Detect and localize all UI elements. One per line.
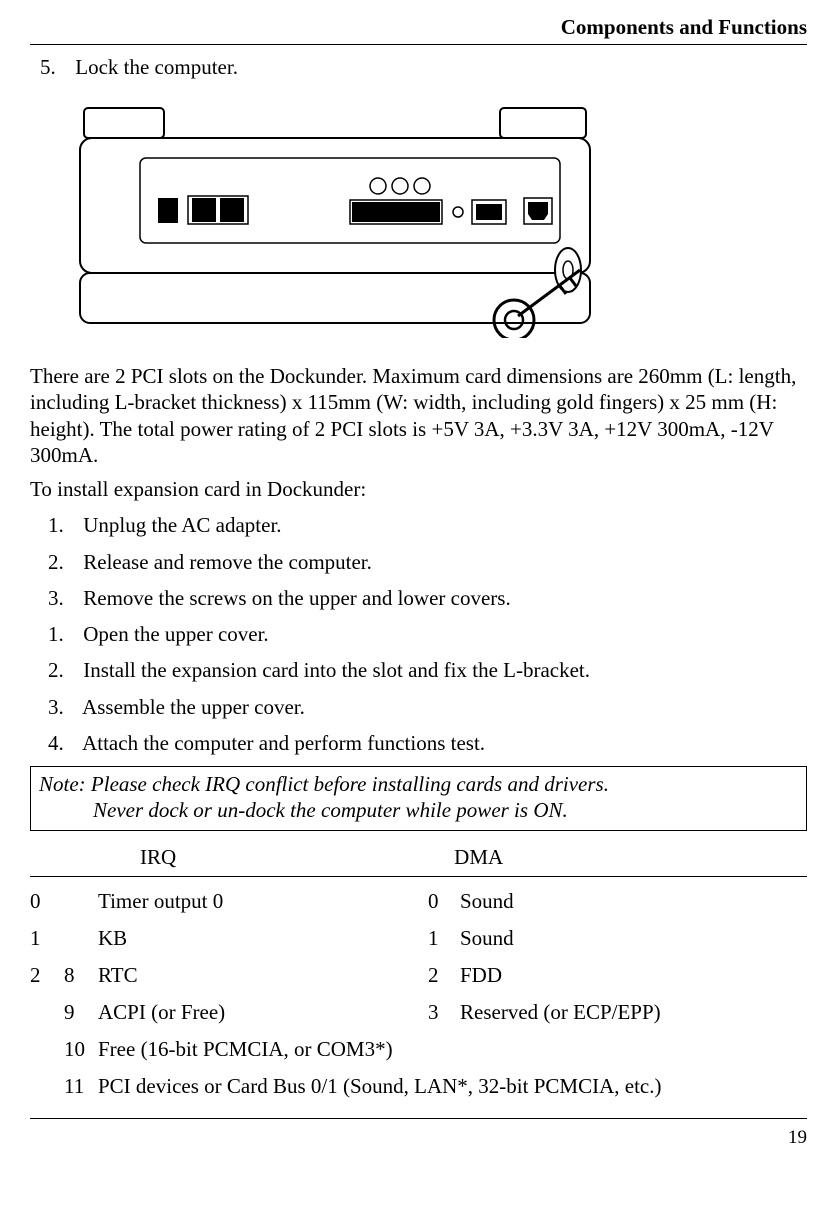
cell: [30, 1000, 64, 1025]
top-step-number: 5.: [40, 55, 70, 80]
irq-dma-header: IRQ DMA: [30, 845, 807, 870]
step-number: 2.: [48, 657, 78, 683]
cell: Sound: [460, 889, 807, 914]
cell: [460, 1037, 807, 1062]
table-row: 0 Timer output 0 0 Sound: [30, 889, 807, 914]
cell: 1: [30, 926, 64, 951]
step-text: Open the upper cover.: [83, 622, 268, 646]
cell: [30, 1074, 64, 1099]
cell: 2: [428, 963, 460, 988]
body-paragraph-1: There are 2 PCI slots on the Dockunder. …: [30, 363, 807, 468]
table-row: 10 Free (16-bit PCMCIA, or COM3*): [30, 1037, 807, 1062]
top-step: 5. Lock the computer.: [30, 55, 807, 80]
cell: Timer output 0: [98, 889, 428, 914]
table-row: 1 KB 1 Sound: [30, 926, 807, 951]
cell: 9: [64, 1000, 98, 1025]
step-number: 1.: [48, 512, 78, 538]
footer-rule: [30, 1118, 807, 1119]
cell: 1: [428, 926, 460, 951]
list-item: 1. Open the upper cover.: [48, 621, 807, 647]
cell: [64, 926, 98, 951]
cell: [30, 1037, 64, 1062]
list-item: 2. Install the expansion card into the s…: [48, 657, 807, 683]
cell: Sound: [460, 926, 807, 951]
cell: 2: [30, 963, 64, 988]
dock-illustration: [70, 98, 630, 338]
cell: FDD: [460, 963, 807, 988]
running-header: Components and Functions: [30, 15, 807, 40]
step-text: Attach the computer and perform function…: [82, 731, 485, 755]
cell: [64, 889, 98, 914]
page-number: 19: [30, 1127, 807, 1149]
irq-header: IRQ: [140, 845, 176, 870]
cell: 8: [64, 963, 98, 988]
step-text: Assemble the upper cover.: [82, 695, 305, 719]
list-item: 3. Remove the screws on the upper and lo…: [48, 585, 807, 611]
step-number: 4.: [48, 730, 78, 756]
step-number: 3.: [48, 585, 78, 611]
step-number: 1.: [48, 621, 78, 647]
document-page: Components and Functions 5. Lock the com…: [0, 0, 837, 1219]
irq-dma-body: 0 Timer output 0 0 Sound 1 KB 1 Sound 2 …: [30, 889, 807, 1100]
step-text: Release and remove the computer.: [83, 550, 372, 574]
top-step-text: Lock the computer.: [75, 55, 238, 79]
cell: RTC: [98, 963, 428, 988]
list-item: 2. Release and remove the computer.: [48, 549, 807, 575]
cell: Reserved (or ECP/EPP): [460, 1000, 807, 1025]
cell: 0: [30, 889, 64, 914]
dma-header: DMA: [454, 845, 503, 870]
step-text: Install the expansion card into the slot…: [83, 658, 590, 682]
note-line-1: Note: Please check IRQ conflict before i…: [39, 771, 798, 797]
list-item: 3. Assemble the upper cover.: [48, 694, 807, 720]
step-text: Remove the screws on the upper and lower…: [83, 586, 510, 610]
step-text: Unplug the AC adapter.: [83, 513, 281, 537]
table-row: 11 PCI devices or Card Bus 0/1 (Sound, L…: [30, 1074, 807, 1099]
table-rule: [30, 876, 807, 877]
list-item: 4. Attach the computer and perform funct…: [48, 730, 807, 756]
step-number: 2.: [48, 549, 78, 575]
header-rule: [30, 44, 807, 45]
table-row: 2 8 RTC 2 FDD: [30, 963, 807, 988]
step-number: 3.: [48, 694, 78, 720]
table-row: 9 ACPI (or Free) 3 Reserved (or ECP/EPP): [30, 1000, 807, 1025]
install-steps: 1. Unplug the AC adapter. 2. Release and…: [30, 512, 807, 756]
cell: Free (16-bit PCMCIA, or COM3*): [98, 1037, 428, 1062]
cell: 0: [428, 889, 460, 914]
note-box: Note: Please check IRQ conflict before i…: [30, 766, 807, 831]
cell: 11: [64, 1074, 98, 1099]
cell: KB: [98, 926, 428, 951]
cell: ACPI (or Free): [98, 1000, 428, 1025]
cell: PCI devices or Card Bus 0/1 (Sound, LAN*…: [98, 1074, 807, 1099]
list-item: 1. Unplug the AC adapter.: [48, 512, 807, 538]
note-line-2: Never dock or un-dock the computer while…: [93, 797, 798, 823]
cell: [428, 1037, 460, 1062]
cell: 3: [428, 1000, 460, 1025]
cell: 10: [64, 1037, 98, 1062]
body-paragraph-2: To install expansion card in Dockunder:: [30, 476, 807, 502]
